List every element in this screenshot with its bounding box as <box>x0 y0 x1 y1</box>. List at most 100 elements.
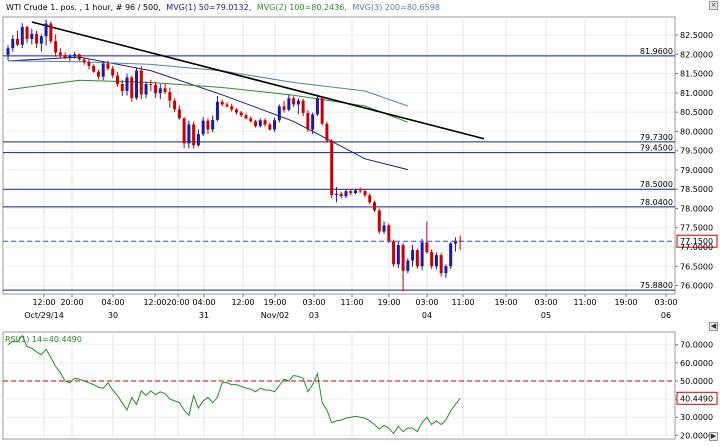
candle <box>296 98 300 115</box>
candle <box>25 25 29 44</box>
candle-body <box>330 140 334 195</box>
x-time-label: 11:00 <box>340 298 363 307</box>
candle <box>273 117 277 132</box>
candle-body <box>387 225 391 242</box>
candle-body <box>87 62 91 66</box>
candle-body <box>20 27 24 45</box>
candlestick-series <box>6 19 462 292</box>
price-grid <box>3 17 675 294</box>
candle <box>101 61 105 81</box>
x-time-label: 12:00 <box>143 298 166 307</box>
candle <box>215 95 219 122</box>
x-time-label: 20:00 <box>60 298 83 307</box>
candle <box>387 223 391 244</box>
candle <box>363 189 367 198</box>
candle <box>206 118 210 135</box>
candle <box>444 264 448 278</box>
candle-body <box>358 190 362 192</box>
candle <box>306 110 310 132</box>
candle-body <box>311 114 315 130</box>
x-date-label: 06 <box>661 311 671 320</box>
candle <box>315 94 319 117</box>
candle <box>168 87 172 108</box>
candle <box>239 111 243 118</box>
candle <box>130 75 134 102</box>
x-time-label: 19:00 <box>494 298 517 307</box>
candle-body <box>282 106 286 110</box>
moving-average-line <box>7 79 408 123</box>
candle-body <box>196 134 200 146</box>
candle-body <box>54 41 58 53</box>
candle <box>244 113 248 120</box>
candle <box>330 139 334 199</box>
candle-body <box>325 123 329 141</box>
candle-body <box>334 193 338 195</box>
candle-body <box>234 109 238 113</box>
candle-body <box>11 38 15 49</box>
time-axis: 12:00 20:00 04:00 12:00 20:00 04:00 12:00 19:00… <box>24 294 678 320</box>
candle <box>111 65 115 79</box>
price-axis: 82.5000 82.0000 81.5000 81.0000 80.5000 80.00… <box>675 31 713 291</box>
candle-body <box>35 33 39 44</box>
candle-body <box>101 63 105 77</box>
candle-body <box>439 255 443 274</box>
candle <box>220 99 224 107</box>
candle <box>344 189 348 199</box>
candle-body <box>301 100 305 113</box>
x-date-label: 31 <box>199 311 209 320</box>
candle-body <box>49 23 53 42</box>
x-time-label: 11:00 <box>451 298 474 307</box>
scroll-right-button[interactable]: ▶ <box>709 432 718 441</box>
candle <box>434 252 438 270</box>
scroll-left-button[interactable]: ◀ <box>709 322 718 331</box>
rsi-value-tag-label: 40.4490 <box>680 394 713 403</box>
candle <box>30 28 34 45</box>
candle-body <box>415 250 419 267</box>
current-price-tag-label: 77.1500 <box>680 237 713 246</box>
candle <box>196 129 200 147</box>
candle-body <box>82 59 86 63</box>
candle <box>96 69 100 80</box>
chart-header: WTI Crude 1. pos. , 1 hour, # 96 / 500, … <box>6 3 440 12</box>
candle-body <box>349 191 353 194</box>
current-price-tag-box <box>676 234 718 248</box>
candle <box>54 34 58 57</box>
candle <box>125 73 129 96</box>
candle <box>68 53 72 61</box>
x-time-label: 12:00 <box>32 298 55 307</box>
candle <box>192 121 196 149</box>
candle-body <box>363 191 367 196</box>
candle <box>334 186 338 203</box>
candle-body <box>406 260 410 271</box>
candle-body <box>373 202 377 211</box>
y-tick-label: 77.0000 <box>680 243 713 252</box>
candle <box>420 238 424 271</box>
candle-body <box>125 77 129 91</box>
candle-body <box>277 106 281 121</box>
candle-body <box>73 54 77 56</box>
candle <box>263 118 267 127</box>
candle <box>173 98 177 113</box>
candle-body <box>120 84 124 91</box>
candle <box>325 121 329 143</box>
candle-body <box>287 98 291 110</box>
candle-body <box>92 65 96 72</box>
candle-body <box>368 195 372 203</box>
candle <box>6 45 10 61</box>
candle-body <box>258 120 262 127</box>
candle <box>144 81 148 99</box>
x-time-label: 11:00 <box>573 298 596 307</box>
rsi-tick-label: 50.0000 <box>680 377 713 386</box>
candle-body <box>182 118 186 144</box>
candle-body <box>396 245 400 265</box>
header-mvg3: MVG(3) 200=80.6598 <box>352 3 440 12</box>
candle-body <box>411 250 415 261</box>
candle <box>187 120 191 149</box>
candle <box>182 117 186 149</box>
x-date-label: 30 <box>108 311 118 320</box>
panel-close-button[interactable]: × <box>709 1 718 10</box>
candle-body <box>344 191 348 197</box>
header-mvg1: MVG(1) 50=79.0132, <box>166 3 251 12</box>
candle <box>258 118 262 128</box>
